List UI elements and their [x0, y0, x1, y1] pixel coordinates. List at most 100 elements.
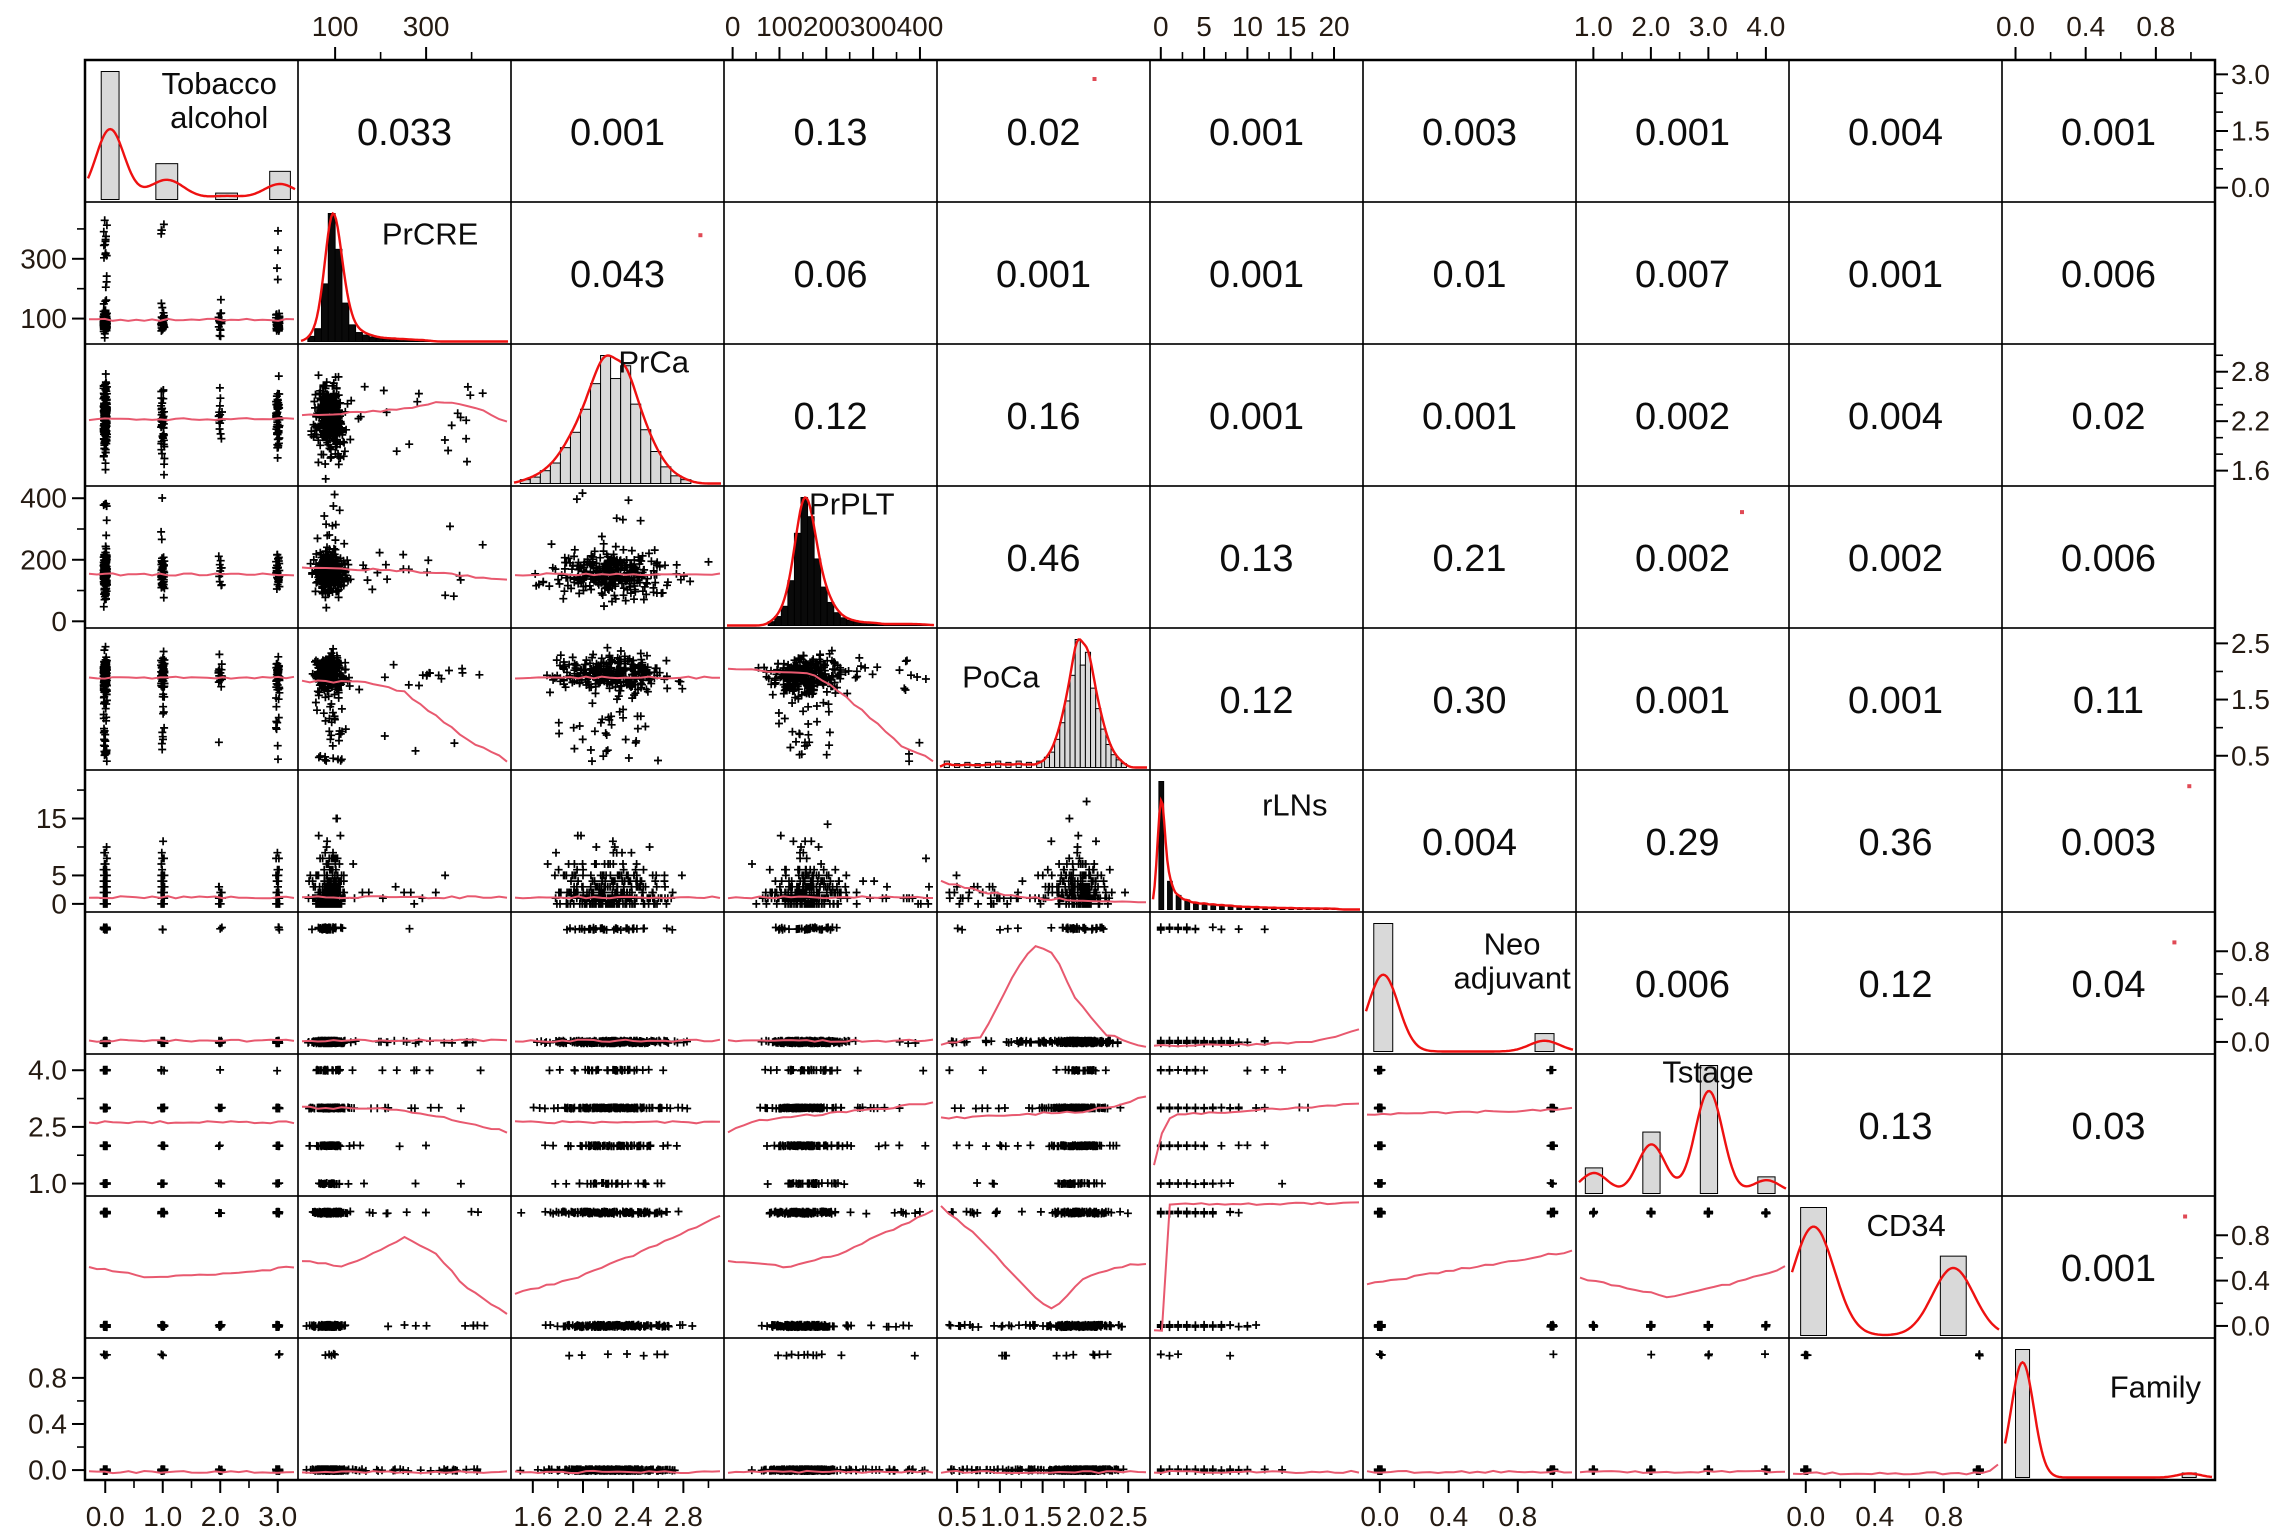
cell-r2c3: 0.043	[570, 254, 665, 296]
trend-line-r7c5	[940, 945, 1147, 1048]
cell-r7c5	[940, 923, 1147, 1048]
scatter-family-vs-neo-adjuvant	[1373, 1350, 1559, 1475]
trend-line-r5c1	[88, 675, 295, 680]
density-curve-prcre	[300, 211, 508, 343]
stray-dot	[1740, 510, 1744, 515]
cell-r9c3	[514, 1207, 721, 1332]
cell-r5c7: 0.30	[1433, 680, 1507, 722]
trend-line-r7c6	[1153, 1028, 1360, 1048]
y-tick-label-tstage-1: 2.5	[28, 1111, 67, 1142]
p-value-r1c7: 0.003	[1422, 112, 1517, 154]
scatter-family-vs-poca	[946, 1350, 1128, 1475]
p-value-r1c2: 0.033	[357, 112, 452, 154]
stray-dot	[2172, 940, 2177, 945]
p-value-r1c6: 0.001	[1209, 112, 1304, 154]
cell-r4c1	[88, 494, 295, 611]
trend-line-r9c5	[940, 1205, 1147, 1310]
x-tick-label-rlns-1: 5	[1196, 11, 1212, 42]
scatter-tstage-vs-poca	[945, 1065, 1125, 1189]
cell-r5c5: PoCa	[939, 638, 1147, 769]
cell-r3c1	[88, 370, 295, 479]
cell-r6c4	[727, 820, 933, 908]
var-label-rlns: rLNs	[1262, 787, 1327, 822]
histogram-prca	[519, 355, 692, 485]
p-value-r7c10: 0.04	[2072, 964, 2146, 1006]
trend-line-r10c5	[940, 1469, 1147, 1475]
x-tick-label-prca-3: 2.8	[664, 1501, 703, 1527]
x-tick-label-prplt-3: 300	[850, 11, 897, 42]
stray-dot	[1092, 77, 1097, 81]
cell-r2c1	[88, 216, 295, 342]
p-value-r2c10: 0.006	[2061, 254, 2156, 296]
x-tick-label-prcre-0: 100	[312, 11, 359, 42]
x-tick-label-neo-adjuvant-0: 0.0	[1360, 1501, 1399, 1527]
cell-r2c7: 0.01	[1433, 254, 1507, 296]
y-tick-label-tobacco-alcohol-0: 3.0	[2231, 59, 2270, 90]
cell-r7c8: 0.006	[1635, 964, 1730, 1006]
cell-r9c5	[940, 1205, 1147, 1332]
y-tick-label-family-0: 0.8	[28, 1362, 67, 1393]
x-tick-label-prcre-1: 300	[403, 11, 450, 42]
trend-line-r6c1	[88, 895, 295, 900]
cell-r4c7: 0.21	[1433, 538, 1507, 580]
trend-line-r4c1	[88, 572, 295, 577]
cell-r6c3	[514, 831, 721, 908]
p-value-r3c4: 0.12	[794, 396, 868, 438]
trend-line-r10c6	[1153, 1469, 1360, 1475]
x-tick-label-family-0: 0.0	[1996, 11, 2035, 42]
p-value-r3c9: 0.004	[1848, 396, 1943, 438]
cell-r6c9: 0.36	[1859, 822, 1933, 864]
x-tick-label-rlns-0: 0	[1153, 11, 1169, 42]
y-tick-label-cd34-0: 0.8	[2231, 1220, 2270, 1251]
trend-line-r6c2	[301, 895, 508, 900]
scatter-poca-vs-prcre	[308, 644, 484, 765]
p-value-r2c7: 0.01	[1433, 254, 1507, 296]
cell-r6c1	[88, 837, 295, 908]
histogram-neo-adjuvant	[1373, 923, 1555, 1052]
p-value-r8c10: 0.03	[2072, 1106, 2146, 1148]
cell-r6c5	[940, 797, 1146, 908]
scatter-cd34-vs-tobacco-alcohol	[99, 1207, 284, 1332]
scatter-tstage-vs-neo-adjuvant	[1373, 1065, 1559, 1188]
scatter-tstage-vs-tobacco-alcohol	[99, 1065, 284, 1189]
p-value-r3c5: 0.16	[1007, 396, 1081, 438]
cell-r1c9: 0.004	[1848, 112, 1943, 154]
cell-r3c9: 0.004	[1848, 396, 1943, 438]
trend-line-r9c6	[1153, 1201, 1360, 1332]
p-value-r8c9: 0.13	[1859, 1106, 1933, 1148]
cell-r8c1	[88, 1065, 295, 1189]
trend-line-r10c9	[1792, 1463, 1999, 1476]
x-tick-label-rlns-3: 15	[1275, 11, 1306, 42]
trend-line-r10c1	[88, 1469, 295, 1475]
cell-r7c9: 0.12	[1859, 964, 1933, 1006]
cell-r1c7: 0.003	[1422, 112, 1517, 154]
density-curve-family	[2003, 1360, 2213, 1479]
cell-r1c5: 0.02	[1007, 112, 1081, 154]
x-tick-label-poca-1: 1.0	[980, 1501, 1019, 1527]
cell-r4c4: PrPLT	[727, 486, 935, 627]
p-value-r4c6: 0.13	[1220, 538, 1294, 580]
cell-r9c4	[727, 1207, 934, 1332]
scatter-cd34-vs-tstage	[1588, 1207, 1771, 1331]
x-tick-label-family-1: 0.4	[2066, 11, 2105, 42]
y-tick-label-prca-0: 2.8	[2231, 356, 2270, 387]
trend-line-r9c2	[301, 1235, 508, 1315]
p-value-r7c8: 0.006	[1635, 964, 1730, 1006]
trend-line-r10c8	[1579, 1469, 1786, 1474]
trend-line-r8c3	[514, 1120, 721, 1125]
p-value-r1c5: 0.02	[1007, 112, 1081, 154]
x-tick-label-tobacco-alcohol-0: 0.0	[86, 1501, 125, 1527]
cell-r10c1	[88, 1350, 295, 1475]
y-tick-label-prplt-0: 400	[20, 483, 67, 514]
p-value-r7c9: 0.12	[1859, 964, 1933, 1006]
trend-line-r8c2	[302, 1105, 508, 1134]
x-tick-label-prca-2: 2.4	[614, 1501, 653, 1527]
scatter-prca-vs-prcre	[307, 371, 487, 483]
cell-r9c9: CD34	[1790, 1207, 2000, 1337]
x-tick-label-prca-0: 1.6	[513, 1501, 552, 1527]
trend-line-r5c3	[514, 675, 721, 680]
cell-r3c6: 0.001	[1209, 396, 1304, 438]
scatter-tstage-vs-prca	[529, 1065, 692, 1189]
y-tick-label-neo-adjuvant-1: 0.4	[2231, 981, 2270, 1012]
